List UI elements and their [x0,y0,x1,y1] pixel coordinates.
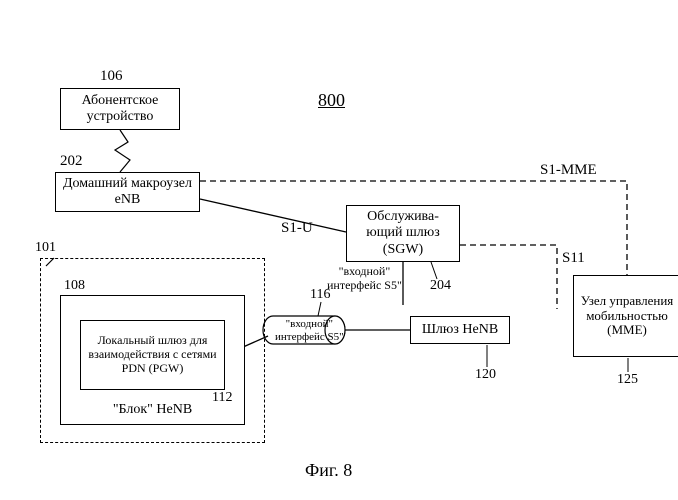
node-mme-label: Узел управления мобильностью (MME) [578,294,676,339]
ref-henb-gw: 120 [475,367,496,383]
node-sgw-label: Обслужива- ющий шлюз (SGW) [351,209,455,257]
node-ue-label: Абонентское устройство [65,93,175,125]
ref-dashed: 101 [35,240,56,256]
node-user-equipment: Абонентское устройство [60,88,180,130]
link-s11: S11 [562,250,585,267]
node-henb-gw-label: Шлюз HeNB [422,322,498,338]
s5-pipe-label: "входной" интерфейс S5" [275,318,344,343]
ref-henb-block: 108 [64,278,85,294]
sgw-s5-label: "входной" интерфейс S5" [327,265,402,293]
figure-caption: Фиг. 8 [305,460,352,481]
diagram-stage: 800 106 Абонентское устройство 202 Домаш… [0,0,678,500]
henb-block-label: "Блок" HeNB [113,402,192,418]
ref-s5-pipe: 116 [310,287,330,303]
figure-number: 800 [318,90,345,111]
link-s1-mme: S1-MME [540,162,597,179]
node-sgw: Обслужива- ющий шлюз (SGW) [346,205,460,262]
ref-pgw: 112 [212,390,232,406]
ref-enb: 202 [60,153,83,170]
node-enb-label: Домашний макроузел eNB [60,176,195,208]
node-home-enb: Домашний макроузел eNB [55,172,200,212]
link-s1-u: S1-U [281,220,313,237]
node-local-pgw: Локальный шлюз для взаимодействия с сетя… [80,320,225,390]
node-pgw-label: Локальный шлюз для взаимодействия с сетя… [85,334,220,375]
ref-mme: 125 [617,372,638,388]
ref-sgw: 204 [430,278,451,294]
node-mme: Узел управления мобильностью (MME) [573,275,678,357]
ref-ue: 106 [100,68,123,85]
node-henb-gw: Шлюз HeNB [410,316,510,344]
